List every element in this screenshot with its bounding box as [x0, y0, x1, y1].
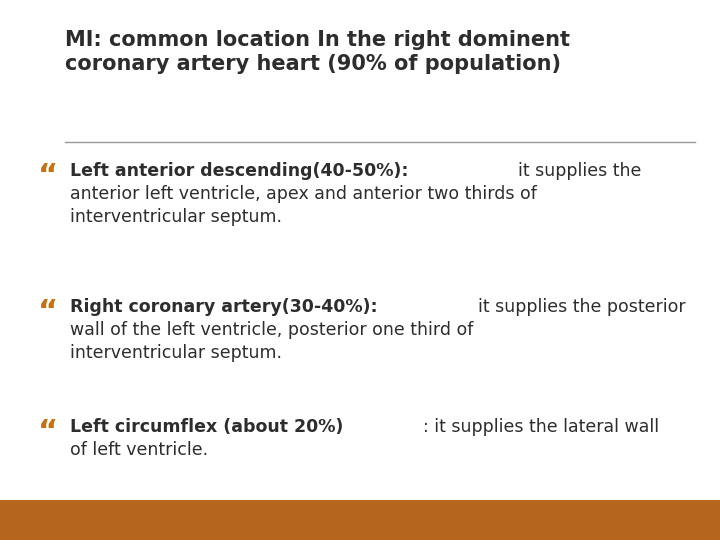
Text: “: “: [38, 418, 58, 447]
Text: : it supplies the lateral wall: : it supplies the lateral wall: [423, 418, 659, 436]
Text: of left ventricle.: of left ventricle.: [70, 441, 208, 459]
Text: wall of the left ventricle, posterior one third of: wall of the left ventricle, posterior on…: [70, 321, 473, 339]
Text: “: “: [38, 162, 58, 191]
Text: Left circumflex (about 20%): Left circumflex (about 20%): [70, 418, 343, 436]
Bar: [0, 500, 720, 540]
Text: anterior left ventricle, apex and anterior two thirds of: anterior left ventricle, apex and anteri…: [70, 185, 537, 203]
Text: Left anterior descending(40-50%):: Left anterior descending(40-50%):: [70, 162, 408, 180]
Text: it supplies the: it supplies the: [507, 162, 641, 180]
Text: interventricular septum.: interventricular septum.: [70, 208, 282, 226]
Text: MI: common location In the right dominent
coronary artery heart (90% of populati: MI: common location In the right dominen…: [65, 30, 570, 74]
Text: “: “: [38, 298, 58, 327]
Text: interventricular septum.: interventricular septum.: [70, 344, 282, 362]
Text: Right coronary artery(30-40%):: Right coronary artery(30-40%):: [70, 298, 377, 316]
Text: it supplies the posterior: it supplies the posterior: [467, 298, 685, 316]
